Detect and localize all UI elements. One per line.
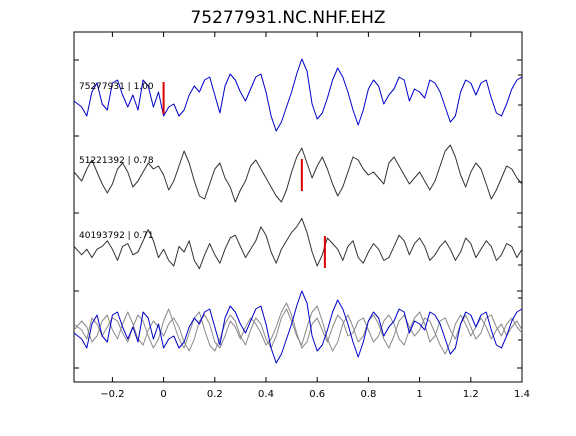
trace-label-3: 40193792 | 0.71 bbox=[79, 231, 154, 241]
x-tick-label: 0.4 bbox=[258, 389, 274, 400]
x-tick-label: 1.4 bbox=[514, 389, 530, 400]
trace-label-2: 51221392 | 0.78 bbox=[79, 156, 154, 166]
traces-layer bbox=[73, 58, 523, 364]
chart-title: 75277931.NC.NHF.EHZ bbox=[190, 8, 385, 28]
overlay-line-3 bbox=[73, 290, 523, 364]
x-tick-label: 0 bbox=[160, 389, 166, 400]
x-tick-label: 1.2 bbox=[463, 389, 479, 400]
trace-label-1: 75277931 | 1.00 bbox=[79, 82, 154, 92]
axis-ticks: −0.2 0 0.2 0.4 0.6 0.8 1 1.2 1.4 bbox=[74, 32, 530, 400]
plot-frame bbox=[73, 31, 523, 383]
x-tick-label: −0.2 bbox=[100, 389, 124, 400]
x-tick-label: 0.8 bbox=[360, 389, 376, 400]
trace-line-3 bbox=[73, 217, 523, 270]
trace-line-2 bbox=[73, 144, 523, 203]
x-tick-label: 1 bbox=[416, 389, 422, 400]
x-tick-label: 0.2 bbox=[207, 389, 223, 400]
trace-labels: 75277931 | 1.00 51221392 | 0.78 40193792 |… bbox=[79, 82, 154, 241]
x-tick-label: 0.6 bbox=[309, 389, 325, 400]
trace-line-1 bbox=[73, 58, 523, 132]
